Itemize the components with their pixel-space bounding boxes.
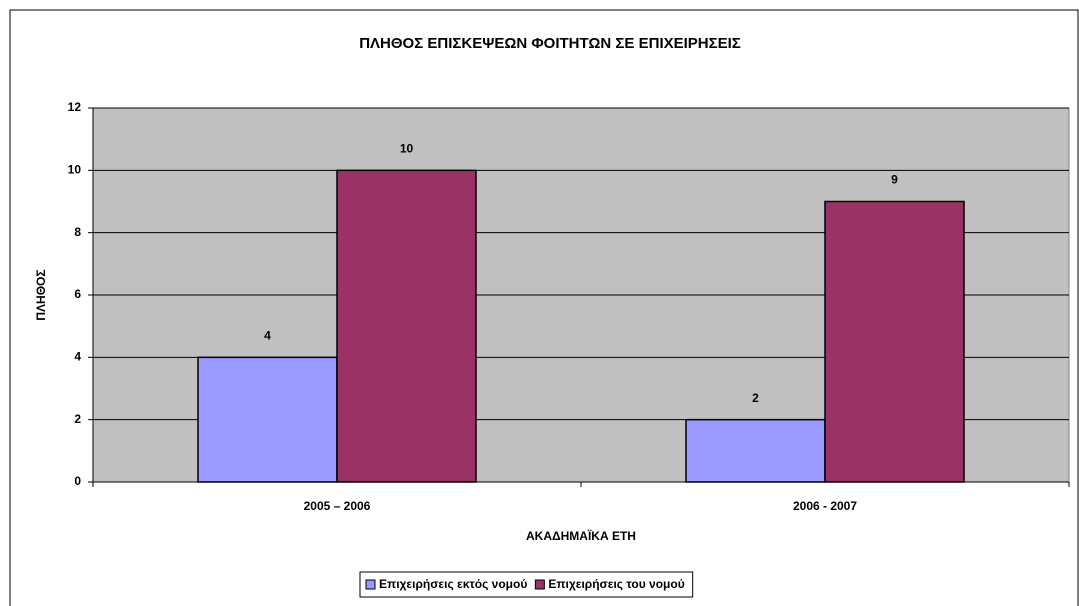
bar <box>685 418 826 483</box>
data-label: 4 <box>264 329 271 343</box>
data-label: 10 <box>400 142 414 156</box>
legend-label: Επιχειρήσεις εκτός νομού <box>379 577 527 591</box>
bar <box>824 200 965 483</box>
chart-title: ΠΛΗΘΟΣ ΕΠΙΣΚΕΨΕΩΝ ΦΟΙΤΗΤΩΝ ΣΕ ΕΠΙΧΕΙΡΗΣΕ… <box>359 35 741 52</box>
y-tick-label: 8 <box>74 225 81 239</box>
y-axis-label: ΠΛΗΘΟΣ <box>34 269 48 320</box>
y-tick-label: 10 <box>68 163 82 177</box>
y-tick-label: 2 <box>74 412 81 426</box>
x-tick-label: 2006 - 2007 <box>793 499 857 513</box>
legend-swatch <box>534 579 545 590</box>
legend: Επιχειρήσεις εκτός νομού Επιχειρήσεις του… <box>359 571 694 598</box>
x-tick-label: 2005 – 2006 <box>304 499 371 513</box>
data-label: 9 <box>891 173 898 187</box>
y-tick-label: 6 <box>74 287 81 301</box>
bar <box>197 356 338 483</box>
y-tick-label: 0 <box>74 474 81 488</box>
data-label: 2 <box>752 391 759 405</box>
y-tick-label: 12 <box>68 100 82 114</box>
y-tick-label: 4 <box>74 350 81 364</box>
legend-swatch <box>365 579 376 590</box>
bar <box>336 169 477 483</box>
legend-label: Επιχειρήσεις του νομού <box>548 577 684 591</box>
legend-box <box>359 571 694 598</box>
x-axis-label: ΑΚΑΔΗΜΑΪΚΑ ΕΤΗ <box>526 528 636 543</box>
